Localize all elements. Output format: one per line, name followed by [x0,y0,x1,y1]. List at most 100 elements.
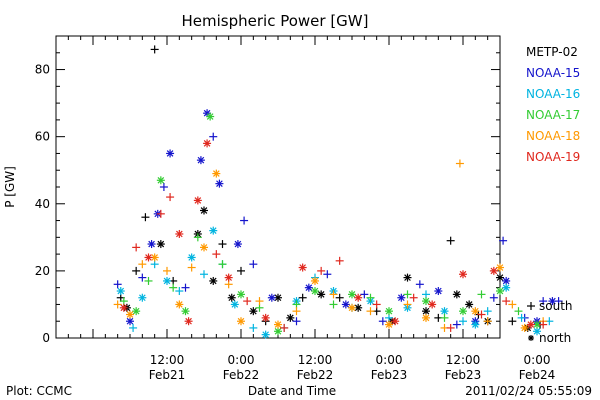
legend-series-label: NOAA-19 [526,150,580,164]
x-tick-date-label: Feb24 [519,368,556,382]
south-marker [409,293,418,302]
legend: METP-02 NOAA-15 NOAA-16 NOAA-17 NOAA-18 NOAA-… [526,45,580,345]
north-marker [311,276,319,285]
footer-plot-credit: Plot: CCMC [6,384,72,398]
north-marker [187,253,196,262]
south-marker [150,45,159,54]
north-marker [147,240,156,249]
north-marker [502,283,511,292]
y-tick-label: 60 [35,130,50,144]
south-marker [255,297,264,306]
north-marker [533,327,541,336]
north-marker [166,149,175,158]
north-marker [156,176,165,185]
y-axis: 0 20 40 60 80 [35,35,500,345]
north-marker [175,229,184,238]
north-marker [224,273,233,282]
north-marker [132,307,141,316]
south-marker [132,266,141,275]
north-marker [209,276,218,285]
north-marker [200,243,208,252]
north-marker [397,293,406,302]
south-marker [159,183,168,191]
south-marker [477,310,486,319]
north-marker [230,300,239,309]
north-marker [440,307,449,316]
north-marker [175,300,184,309]
south-marker [508,317,517,326]
north-marker [422,297,430,306]
north-marker [138,293,147,302]
north-marker [428,300,437,309]
south-marker [499,236,508,245]
north-marker [237,290,245,299]
x-tick-time-label: 12:00 [150,353,185,367]
south-marker [141,213,150,222]
north-marker [317,290,326,299]
north-marker [237,317,245,326]
north-marker [261,330,270,339]
north-marker [126,317,134,326]
data-points [113,45,563,339]
north-marker [274,327,282,336]
legend-series-label: METP-02 [526,45,578,59]
south-marker [366,293,375,302]
south-marker [113,280,122,289]
south-marker [317,266,326,275]
x-axis-label: Date and Time [248,384,336,398]
north-marker [452,290,461,299]
south-marker [335,256,344,265]
legend-series-label: NOAA-18 [526,129,580,143]
north-marker [341,300,350,309]
north-marker [496,287,504,296]
x-tick-date-label: Feb22 [223,368,260,382]
x-tick-time-label: 0:00 [228,353,255,367]
north-marker [489,266,498,275]
south-marker [209,132,218,141]
x-tick-time-label: 12:00 [298,353,333,367]
legend-series-label: NOAA-16 [526,87,580,101]
south-marker [280,323,289,332]
south-marker [366,307,375,316]
legend-series-label: NOAA-15 [526,66,580,80]
south-marker [403,290,412,299]
y-tick-label: 80 [35,63,50,77]
south-marker [329,290,338,299]
south-marker [455,159,464,168]
south-marker [237,266,245,275]
north-marker [459,270,467,279]
north-marker [385,307,393,316]
south-marker [138,273,147,282]
south-marker [539,297,548,306]
north-marker [116,287,125,296]
north-marker [465,300,474,309]
south-marker [193,233,202,242]
north-marker [215,179,224,188]
footer-timestamp: 2011/02/24 05:55:09 [465,384,592,398]
south-marker [218,240,227,249]
north-marker [526,320,535,329]
south-marker [477,290,486,299]
south-marker [483,317,492,326]
north-marker [391,317,400,326]
x-axis: 12:00Feb210:00Feb2212:00Feb220:00Feb2312… [55,36,556,382]
north-marker [348,290,356,299]
north-marker [348,303,356,312]
y-tick-label: 40 [35,197,50,211]
y-tick-label: 20 [35,264,50,278]
north-marker [184,317,193,326]
legend-marker-label: south [539,299,573,313]
south-marker [163,266,171,275]
south-marker [113,300,122,309]
north-marker [249,307,258,316]
south-marker [144,276,153,285]
north-marker [471,307,480,316]
north-marker [144,253,153,262]
x-tick-date-label: Feb23 [371,368,408,382]
north-marker [422,313,430,322]
x-tick-time-label: 12:00 [446,353,481,367]
south-marker [360,290,369,299]
south-marker [446,236,455,245]
legend-series-label: NOAA-17 [526,108,580,122]
legend-north-symbol [528,335,534,341]
